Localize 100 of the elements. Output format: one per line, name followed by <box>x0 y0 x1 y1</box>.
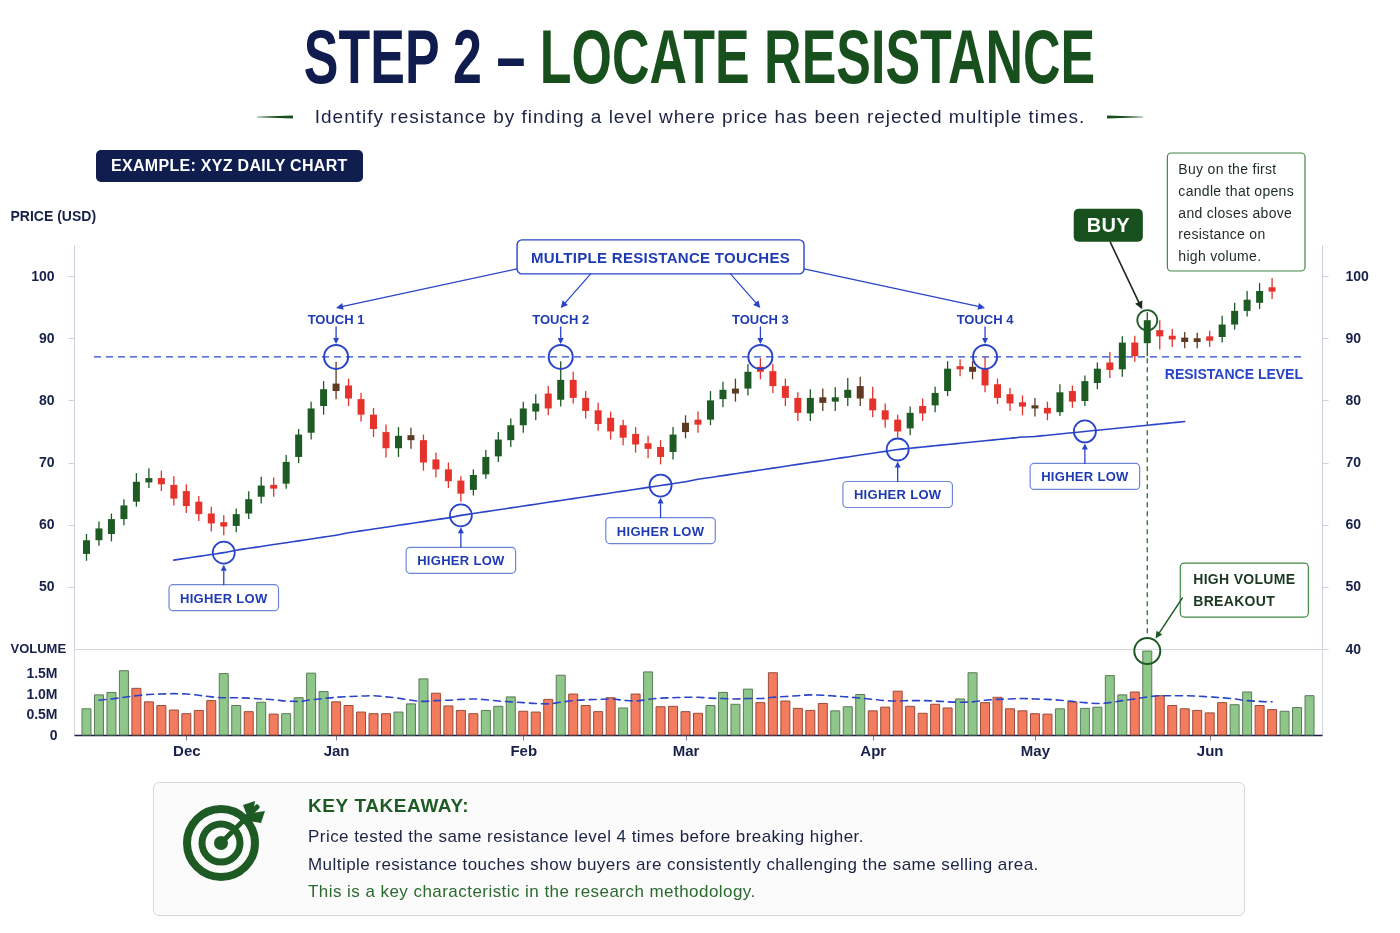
candlestick <box>1243 290 1251 318</box>
bar <box>817 702 828 736</box>
candlestick <box>95 520 103 547</box>
candlestick <box>1018 394 1026 416</box>
bar <box>792 707 803 736</box>
candlestick <box>1218 315 1226 344</box>
y-tick-label: 70 <box>38 454 55 471</box>
candlestick <box>657 439 665 466</box>
bar <box>430 692 441 736</box>
candlestick <box>1056 383 1064 417</box>
y2-tick-label: 70 <box>1345 454 1362 471</box>
annotation: TOUCH 2 <box>532 311 590 327</box>
bar <box>693 712 703 736</box>
bar <box>1242 691 1253 736</box>
y-tick-label: 90 <box>38 329 55 346</box>
annotation: HIGHER LOW <box>417 552 506 568</box>
candlestick <box>981 356 989 393</box>
candlestick <box>232 507 240 533</box>
bar <box>281 713 292 736</box>
candlestick <box>669 426 677 461</box>
bar <box>156 705 167 736</box>
bar <box>930 703 941 736</box>
bar <box>1129 691 1140 736</box>
candlestick <box>170 475 178 507</box>
bar <box>1104 675 1115 736</box>
bar <box>830 710 841 736</box>
y-tick-label: 80 <box>38 391 55 408</box>
y-tick-label: 0 <box>49 726 58 743</box>
chart-title: STEP 2 – LOCATE RESISTANCE <box>304 14 1096 99</box>
annotation: TOUCH 3 <box>731 311 789 327</box>
bar <box>243 711 254 736</box>
bar <box>717 691 728 736</box>
candlestick <box>295 428 303 464</box>
bar <box>1217 702 1228 736</box>
x-tick-label: Feb <box>510 741 538 759</box>
candlestick <box>444 461 452 489</box>
y2-tick-label: 60 <box>1345 516 1362 533</box>
bar <box>805 709 816 736</box>
candlestick <box>270 476 278 498</box>
bar <box>905 705 916 736</box>
candlestick <box>494 431 502 463</box>
bar <box>268 713 279 736</box>
bar <box>318 691 329 736</box>
candlestick <box>956 358 964 377</box>
bar <box>143 701 154 736</box>
bar <box>655 706 666 736</box>
candlestick <box>1068 384 1076 409</box>
bar <box>1192 709 1203 736</box>
ref-line-label: RESISTANCE LEVEL <box>1164 365 1304 382</box>
candlestick <box>182 483 190 514</box>
candlestick <box>969 360 977 380</box>
bar <box>1092 706 1103 736</box>
candlestick <box>1043 400 1051 421</box>
bar <box>1292 707 1303 736</box>
y-axis-title: VOLUME <box>10 640 67 656</box>
candlestick <box>994 377 1002 405</box>
bar <box>767 672 778 736</box>
candlestick <box>607 410 615 441</box>
bar <box>1279 710 1290 736</box>
candlestick <box>195 495 203 522</box>
bar <box>405 703 416 736</box>
candlestick <box>345 377 353 407</box>
bar <box>618 707 629 736</box>
bar <box>530 711 541 736</box>
candlestick <box>931 386 939 413</box>
candlestick <box>1006 387 1014 412</box>
candlestick <box>1093 361 1101 390</box>
x-tick-label: Dec <box>173 741 201 759</box>
y-tick-label: 0.5M <box>26 706 58 723</box>
y-tick-label: 1.0M <box>26 685 58 702</box>
bar <box>256 701 267 736</box>
bar <box>917 712 928 736</box>
candlestick <box>370 407 378 438</box>
candlestick <box>320 380 328 416</box>
bar <box>1029 713 1040 736</box>
y2-tick-label: 80 <box>1345 391 1362 408</box>
y-axis-title: PRICE (USD) <box>10 207 97 224</box>
bar <box>967 672 978 736</box>
bar <box>206 700 217 736</box>
bar <box>705 705 716 736</box>
candlestick <box>544 385 552 416</box>
candlestick <box>869 386 877 418</box>
bar <box>331 701 342 736</box>
bar <box>393 711 404 736</box>
candlestick <box>407 427 415 450</box>
bar <box>855 693 866 736</box>
annotation: HIGHER LOW <box>853 486 942 502</box>
bar <box>1005 708 1015 736</box>
line-series <box>98 692 1273 705</box>
candlestick <box>432 451 440 479</box>
bar <box>418 678 429 736</box>
x-tick-label: Jun <box>1196 741 1224 759</box>
x-tick-label: May <box>1020 741 1051 759</box>
bar <box>668 705 679 736</box>
bar <box>1154 695 1165 736</box>
candlestick <box>781 377 789 407</box>
candlestick <box>744 363 752 397</box>
candlestick <box>856 376 864 407</box>
candlestick <box>806 388 814 422</box>
candlestick <box>1268 277 1276 300</box>
